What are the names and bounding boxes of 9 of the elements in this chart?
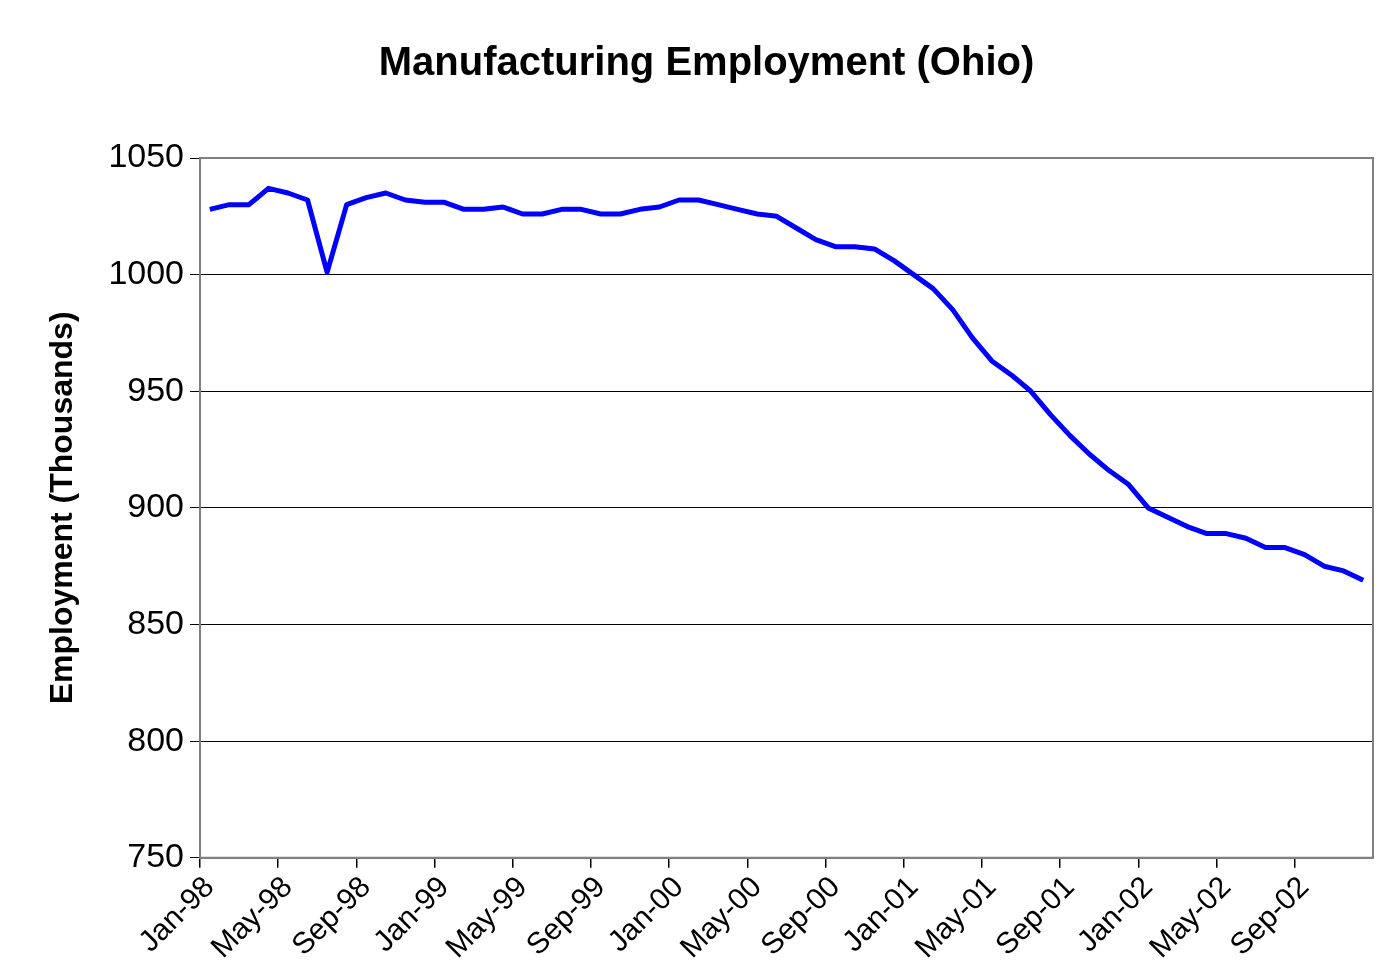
- y-tick-label: 750: [127, 836, 185, 875]
- y-tick-label: 800: [127, 719, 185, 758]
- y-tick-label: 950: [127, 369, 185, 408]
- y-tick-label: 900: [127, 486, 185, 525]
- y-axis-title: Employment (Thousands): [43, 311, 80, 705]
- y-tick-label: 1050: [108, 136, 185, 175]
- y-tick-label: 1000: [108, 253, 185, 292]
- chart-title: Manufacturing Employment (Ohio): [378, 39, 1035, 84]
- y-tick-label: 850: [127, 602, 185, 641]
